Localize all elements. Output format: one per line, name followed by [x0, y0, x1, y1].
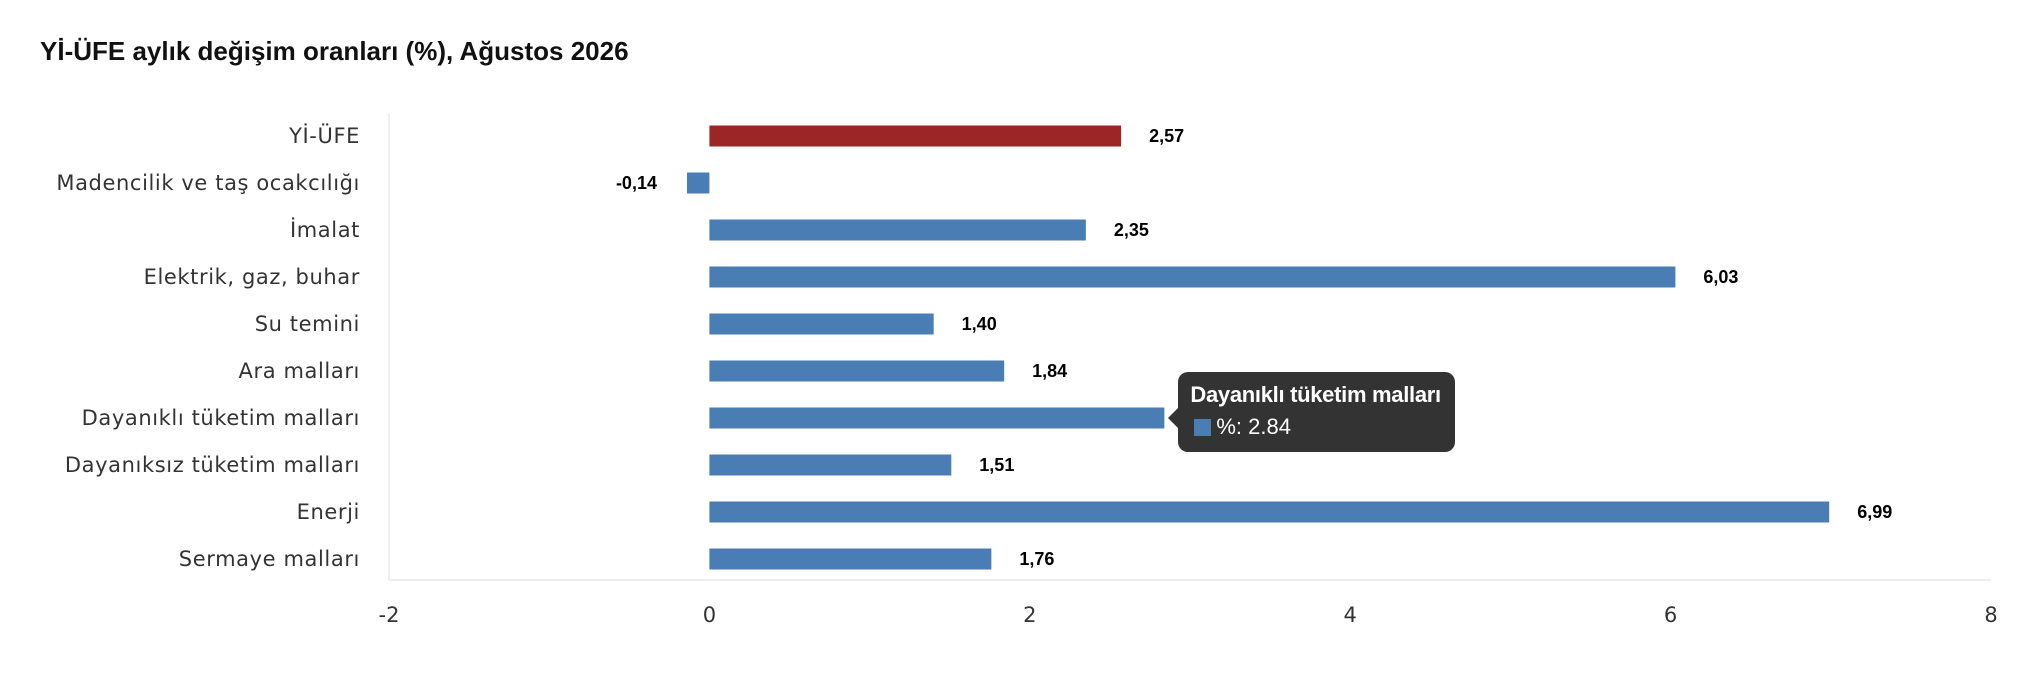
bar: [709, 360, 1005, 382]
tooltip-title: Dayanıklı tüketim malları: [1190, 382, 1441, 407]
category-label: Enerji: [297, 500, 360, 524]
bar: [709, 266, 1676, 288]
bar: [709, 454, 952, 476]
category-labels: Yİ-ÜFE Madencilik ve taş ocakcılığı İmalat…: [56, 123, 360, 571]
x-tick-label: 0: [703, 603, 716, 627]
category-label: İmalat: [290, 217, 360, 242]
axes: [388, 114, 1991, 581]
category-label: Sermaye malları: [179, 547, 360, 571]
category-label: Dayanıksız tüketim malları: [65, 453, 360, 477]
data-label: 6,03: [1703, 267, 1738, 287]
data-label: 1,76: [1019, 549, 1054, 569]
tooltip: Dayanıklı tüketim malları %: 2.84: [1168, 372, 1455, 452]
data-label: 6,99: [1857, 502, 1892, 522]
tooltip-value: %: 2.84: [1216, 414, 1291, 439]
data-label: 1,40: [962, 314, 997, 334]
data-label: -0,14: [616, 173, 657, 193]
category-label: Yİ-ÜFE: [288, 123, 360, 148]
bar: [709, 219, 1086, 241]
bar: [709, 313, 934, 335]
data-label: 2,35: [1114, 220, 1149, 240]
tooltip-row: %: 2.84: [1190, 414, 1441, 440]
category-label: Ara malları: [239, 359, 360, 383]
bars: [686, 125, 1830, 570]
data-label: 1,51: [979, 455, 1014, 475]
bar: [709, 125, 1122, 147]
category-label: Dayanıklı tüketim malları: [82, 406, 360, 430]
x-tick-label: 8: [1984, 603, 1997, 627]
data-label: 2,57: [1149, 126, 1184, 146]
bar: [709, 407, 1165, 429]
x-tick-labels: -2 0 2 4 6 8: [379, 603, 1998, 627]
bar: [686, 172, 710, 194]
x-tick-label: 6: [1664, 603, 1677, 627]
chart-title: Yİ-ÜFE aylık değişim oranları (%), Ağust…: [40, 36, 629, 66]
tooltip-swatch-icon: [1194, 418, 1212, 436]
category-label: Madencilik ve taş ocakcılığı: [56, 171, 360, 195]
x-tick-label: 4: [1344, 603, 1357, 627]
category-label: Su temini: [255, 312, 360, 336]
data-label: 1,84: [1032, 361, 1067, 381]
bar: [709, 548, 992, 570]
x-tick-label: -2: [379, 603, 400, 627]
category-label: Elektrik, gaz, buhar: [144, 265, 360, 289]
bar: [709, 501, 1830, 523]
x-tick-label: 2: [1023, 603, 1036, 627]
